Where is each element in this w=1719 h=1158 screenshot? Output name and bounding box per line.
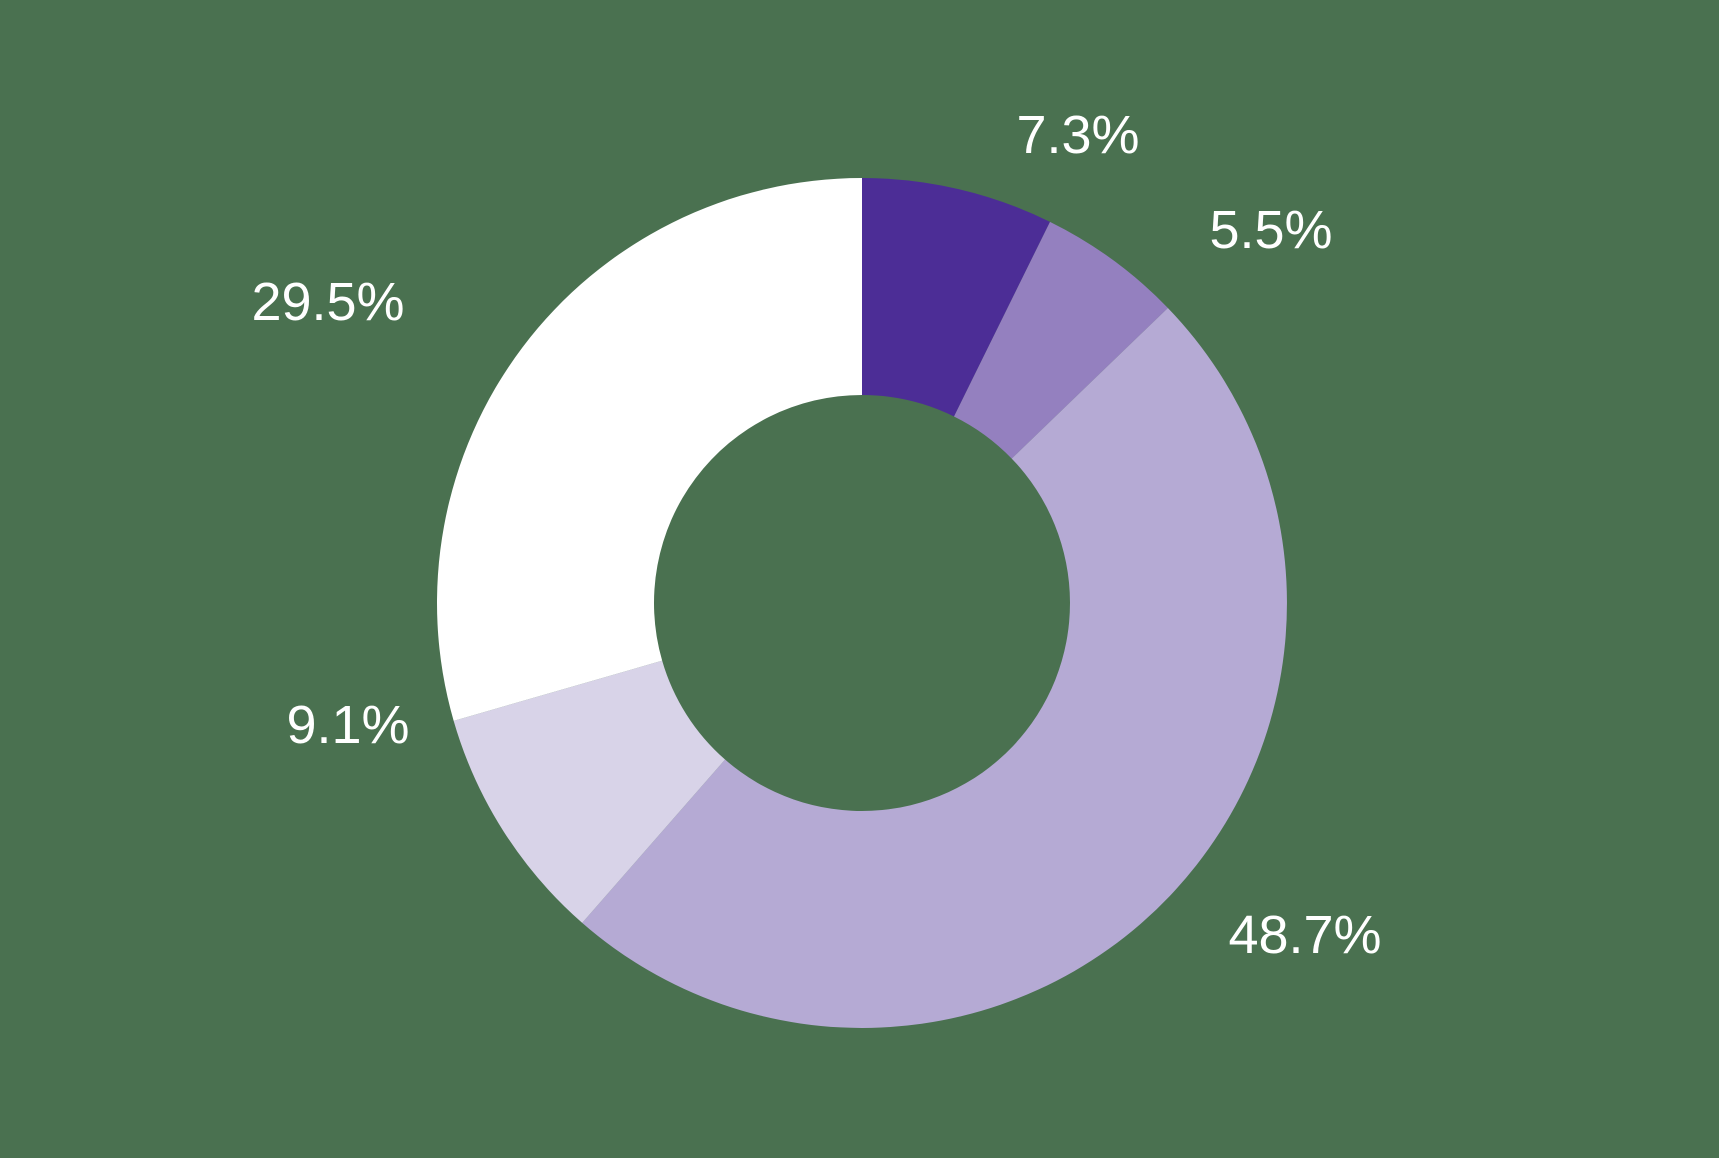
donut-slices-group [437, 178, 1287, 1028]
donut-slice-1 [862, 178, 1050, 417]
donut-labels-group: 7.3% 5.5% 48.7% 9.1% 29.5% [251, 105, 1381, 965]
slice-4-percent-label: 9.1% [286, 695, 409, 755]
donut-slice-2 [954, 221, 1168, 459]
donut-slice-3 [582, 307, 1287, 1028]
slice-1-percent-label: 7.3% [1016, 105, 1139, 165]
slice-3-percent-label: 48.7% [1228, 905, 1381, 965]
donut-slice-4 [453, 660, 726, 923]
slice-2-percent-label: 5.5% [1209, 200, 1332, 260]
slice-5-percent-label: 29.5% [251, 272, 404, 332]
donut-slice-5 [437, 178, 862, 721]
